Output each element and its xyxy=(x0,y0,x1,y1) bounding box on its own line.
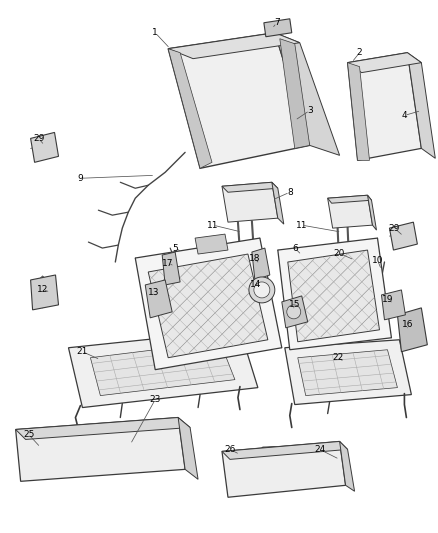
Text: 29: 29 xyxy=(389,224,400,232)
Polygon shape xyxy=(195,234,228,254)
Polygon shape xyxy=(145,280,172,318)
Polygon shape xyxy=(168,49,212,168)
Polygon shape xyxy=(222,441,348,459)
Text: 19: 19 xyxy=(381,295,393,304)
Polygon shape xyxy=(222,441,346,497)
Circle shape xyxy=(287,305,301,319)
Text: 2: 2 xyxy=(357,48,362,57)
Text: 20: 20 xyxy=(333,248,344,257)
Text: 13: 13 xyxy=(148,288,159,297)
Text: 9: 9 xyxy=(78,174,83,183)
Text: 16: 16 xyxy=(402,320,413,329)
Text: 6: 6 xyxy=(292,244,298,253)
Polygon shape xyxy=(264,19,292,37)
Text: 7: 7 xyxy=(274,18,280,27)
Polygon shape xyxy=(222,182,278,222)
Text: 25: 25 xyxy=(23,430,34,439)
Text: 29: 29 xyxy=(33,134,44,143)
Text: 24: 24 xyxy=(314,445,325,454)
Polygon shape xyxy=(16,417,190,439)
Polygon shape xyxy=(328,195,372,228)
Text: 22: 22 xyxy=(332,353,343,362)
Text: 21: 21 xyxy=(77,347,88,356)
Polygon shape xyxy=(148,254,268,358)
Polygon shape xyxy=(367,195,377,230)
Polygon shape xyxy=(275,33,339,155)
Polygon shape xyxy=(397,308,427,352)
Polygon shape xyxy=(348,63,370,160)
Polygon shape xyxy=(31,275,59,310)
Text: 12: 12 xyxy=(37,286,48,294)
Polygon shape xyxy=(348,53,421,160)
Polygon shape xyxy=(168,33,310,168)
Polygon shape xyxy=(178,417,198,479)
Polygon shape xyxy=(282,296,308,328)
Text: 1: 1 xyxy=(152,28,158,37)
Polygon shape xyxy=(381,290,406,320)
Polygon shape xyxy=(135,238,282,370)
Text: 11: 11 xyxy=(207,221,219,230)
Text: 8: 8 xyxy=(287,188,293,197)
Text: 5: 5 xyxy=(172,244,178,253)
Circle shape xyxy=(254,282,270,298)
Text: 26: 26 xyxy=(224,445,236,454)
Polygon shape xyxy=(162,252,180,285)
Text: 14: 14 xyxy=(250,280,261,289)
Polygon shape xyxy=(90,342,235,395)
Polygon shape xyxy=(285,340,411,405)
Polygon shape xyxy=(407,53,435,158)
Polygon shape xyxy=(288,250,379,342)
Polygon shape xyxy=(339,441,355,491)
Text: 18: 18 xyxy=(249,254,261,263)
Polygon shape xyxy=(252,248,270,280)
Text: 17: 17 xyxy=(162,259,174,268)
Polygon shape xyxy=(280,39,310,148)
Polygon shape xyxy=(16,417,185,481)
Text: 15: 15 xyxy=(289,301,300,309)
Text: 10: 10 xyxy=(372,255,383,264)
Polygon shape xyxy=(68,330,258,408)
Text: 3: 3 xyxy=(307,106,313,115)
Polygon shape xyxy=(278,238,392,350)
Circle shape xyxy=(249,277,275,303)
Polygon shape xyxy=(222,182,278,192)
Text: 23: 23 xyxy=(149,395,161,404)
Polygon shape xyxy=(272,182,284,224)
Polygon shape xyxy=(348,53,421,72)
Polygon shape xyxy=(389,222,417,250)
Text: 11: 11 xyxy=(296,221,307,230)
Polygon shape xyxy=(31,132,59,163)
Text: 4: 4 xyxy=(402,111,407,120)
Polygon shape xyxy=(328,195,371,203)
Polygon shape xyxy=(168,33,300,59)
Polygon shape xyxy=(298,350,397,395)
